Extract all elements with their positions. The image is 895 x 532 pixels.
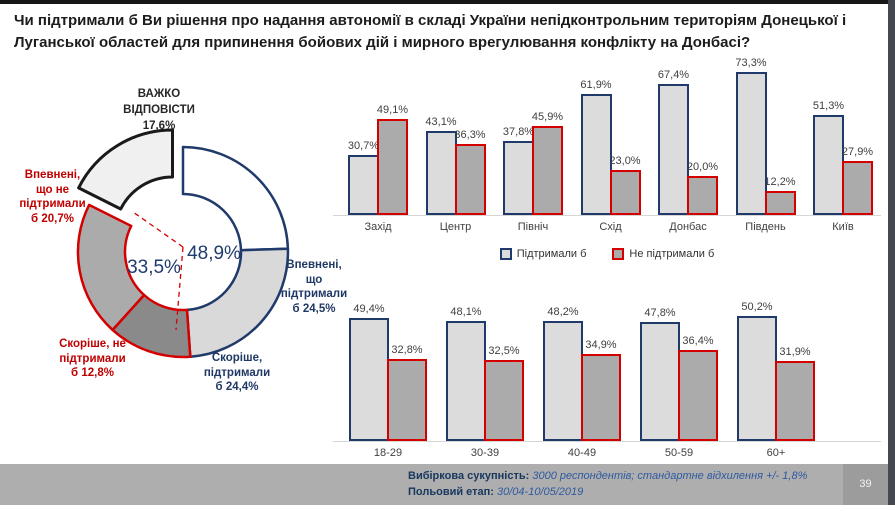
category-label: Південь	[745, 221, 786, 233]
bar-support	[425, 131, 457, 215]
bar-value-label: 67,4%	[657, 68, 690, 81]
bar-value-label: 31,9%	[779, 346, 811, 359]
donut-label-sure-no: Впевнені, що не підтримали б 20,7%	[19, 169, 86, 225]
bar-value-label: 48,1%	[450, 305, 482, 318]
category-label: Захід	[364, 221, 392, 233]
bar-oppose	[377, 119, 408, 215]
donut-label-rather-yes: Скоріше, підтримали б 24,4%	[203, 352, 271, 393]
donut-label-rather-no: Скоріше, не підтримали б 12,8%	[59, 338, 126, 379]
category-label: 18-29	[373, 447, 403, 459]
bar-value-label: 73,3%	[735, 57, 767, 70]
bar-oppose	[532, 125, 563, 215]
bar-value-label: 32,8%	[391, 344, 423, 356]
sample-size-label: Вибіркова сукупність:	[408, 470, 530, 482]
bar-value-label: 20,0%	[686, 161, 719, 173]
page-title: Чи підтримали б Ви рішення про надання а…	[14, 12, 847, 51]
sample-size-value: 3000 респондентів; стандартне відхилення…	[532, 470, 808, 482]
category-label: 40-49	[567, 447, 597, 459]
bar-value-label: 23,0%	[609, 155, 641, 168]
bar-value-label: 30,7%	[347, 140, 380, 153]
bar-value-label: 45,9%	[531, 110, 564, 123]
category-label: Донбас	[669, 221, 707, 233]
bar-support	[580, 94, 612, 215]
bar-value-label: 51,3%	[812, 100, 845, 112]
bar-chart-ages: 49,4% 32,8% 18-29 48,1% 32,5% 30-39 48,2% 34,9%…	[333, 300, 881, 459]
legend-label-support: Підтримали б	[516, 248, 587, 260]
bar-value-label: 12,2%	[764, 176, 796, 189]
donut-label-sure-yes: Впевнені, що підтримали б 24,5%	[280, 259, 348, 315]
bar-support	[737, 315, 777, 441]
field-stage-label: Польовий етап:	[408, 485, 494, 498]
footer-text: Вибіркова сукупність: 3000 респондентів;…	[408, 469, 807, 500]
page-number: 39	[843, 464, 888, 505]
bar-oppose	[581, 353, 621, 441]
category-label: Київ	[832, 221, 854, 233]
category-label: Схід	[599, 221, 622, 233]
bar-support	[503, 141, 534, 215]
category-label: 30-39	[470, 447, 500, 459]
field-stage-value: 30/04-10/05/2019	[497, 485, 584, 498]
bar-value-label: 36,3%	[454, 129, 486, 142]
ages-plot-area: 49,4% 32,8% 18-29 48,1% 32,5% 30-39 48,2% 34,9%…	[333, 300, 881, 459]
bar-oppose	[387, 359, 427, 441]
category-label: Центр	[439, 221, 472, 233]
top-border-bar	[0, 0, 895, 4]
bar-value-label: 49,1%	[376, 104, 409, 117]
bar-support	[349, 317, 389, 441]
bar-oppose	[678, 350, 718, 441]
bar-oppose	[687, 176, 718, 215]
bar-value-label: 61,9%	[580, 79, 612, 92]
chart-legend: Підтримали б Не підтримали б	[333, 248, 881, 260]
oppose-legend-swatch-icon	[612, 248, 625, 260]
bar-value-label: 50,2%	[741, 300, 773, 313]
bar-value-label: 32,5%	[488, 344, 520, 357]
bar-support	[543, 320, 583, 441]
footer-strip: 39 Вибіркова сукупність: 3000 респондент…	[0, 464, 888, 505]
bar-support	[348, 155, 379, 215]
donut-total-oppose: 33,5%	[127, 257, 181, 278]
bar-oppose	[484, 359, 524, 441]
legend-item-support: Підтримали б	[499, 248, 587, 260]
support-legend-swatch-icon	[499, 248, 512, 260]
bar-value-label: 47,8%	[644, 306, 676, 319]
bar-oppose	[454, 144, 486, 215]
bar-value-label: 43,1%	[425, 116, 457, 128]
legend-item-oppose: Не підтримали б	[612, 248, 714, 260]
regions-plot-area: 30,7% 49,1% Захід 43,1% 36,3% Центр 37,8% 45,9%…	[333, 57, 881, 233]
right-border-bar	[888, 0, 895, 505]
bar-oppose	[609, 170, 641, 215]
bar-support	[658, 83, 689, 215]
bar-value-label: 48,2%	[547, 305, 579, 318]
category-label: Північ	[517, 221, 549, 233]
bar-support	[735, 72, 767, 215]
legend-label-oppose: Не підтримали б	[629, 248, 715, 260]
bar-support	[446, 320, 486, 441]
bar-chart-regions: 30,7% 49,1% Захід 43,1% 36,3% Центр 37,8% 45,9%…	[333, 57, 881, 233]
donut-slice	[181, 145, 290, 252]
bar-support	[640, 321, 680, 441]
donut-total-support: 48,9%	[187, 243, 241, 264]
bar-oppose	[764, 191, 796, 215]
bar-value-label: 36,4%	[682, 335, 714, 347]
bar-oppose	[842, 160, 873, 215]
bar-value-label: 37,8%	[502, 126, 535, 139]
donut-divider-dashed-line	[132, 211, 184, 248]
category-label: 50-59	[664, 447, 694, 459]
bar-value-label: 34,9%	[585, 338, 617, 351]
bar-support	[813, 115, 844, 215]
bar-value-label: 27,9%	[841, 145, 874, 158]
category-label: 60+	[766, 447, 786, 459]
bar-oppose	[775, 361, 815, 441]
donut-label-hard-to-say: ВАЖКО ВІДПОВІСТИ 17,6%	[123, 88, 195, 132]
bar-value-label: 49,4%	[353, 302, 385, 315]
